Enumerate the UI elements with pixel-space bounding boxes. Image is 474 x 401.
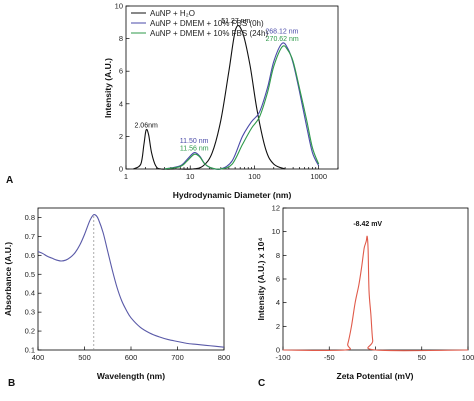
panel-c-xlabel: Zeta Potential (mV) — [337, 371, 414, 381]
panel-a-xlabel: Hydrodynamic Diameter (nm) — [173, 190, 292, 200]
panel-a-xtick-label: 100 — [248, 172, 261, 181]
panel-a-ytick-label: 4 — [119, 99, 123, 108]
panel-c-plot-area — [282, 207, 469, 351]
panel-b-ytick-label: 0.5 — [25, 270, 35, 279]
panel-a-annotation-1: 51.27 nm — [221, 18, 250, 25]
panel-c-xtick-label: 0 — [373, 353, 377, 362]
panel-a-ylabel: Intensity (A.U.) — [103, 58, 113, 118]
panel-b-xtick-label: 600 — [125, 353, 138, 362]
panel-a-xtick-label: 1000 — [310, 172, 327, 181]
panel-c-ytick-label: 12 — [272, 204, 280, 213]
panel-b-ytick-label: 0.1 — [25, 346, 35, 355]
legend-label-h2o: AuNP + H₂O — [150, 9, 195, 18]
panel-c: -100 -50 0 50 100 0 2 4 6 8 10 12 -8.42 mV Zeta Pot… — [256, 204, 474, 390]
panel-b-ytick-label: 0.3 — [25, 308, 35, 317]
panel-a-legend: AuNP + H₂O AuNP + DMEM + 10% FBS (0h) Au… — [131, 9, 268, 38]
panel-c-annotation-0: -8.42 mV — [353, 221, 382, 228]
panel-c-xtick-label: 50 — [418, 353, 426, 362]
panel-c-ytick-label: 0 — [276, 346, 280, 355]
panel-a-annotation-5: 270.62 nm — [266, 36, 299, 43]
panel-a-annotation-2: 11.50 nm — [180, 138, 209, 145]
panel-b-ylabel: Absorbance (A.U.) — [3, 242, 13, 316]
panel-b-xtick-label: 500 — [78, 353, 91, 362]
panel-b-xtick-label: 700 — [171, 353, 184, 362]
panel-b-ytick-label: 0.7 — [25, 232, 35, 241]
legend-label-dmem-24h: AuNP + DMEM + 10% FBS (24h) — [150, 29, 268, 38]
panel-b-letter: B — [8, 378, 15, 389]
panel-b-plot-area — [37, 207, 225, 351]
panel-a-ytick-label: 8 — [119, 34, 123, 43]
panel-b-xlabel: Wavelength (nm) — [97, 371, 165, 381]
panel-b-xtick-label: 400 — [32, 353, 45, 362]
panel-a-xtick-label: 10 — [186, 172, 194, 181]
panel-c-ytick-label: 4 — [276, 298, 280, 307]
panel-a-annotation-3: 11.56 nm — [180, 145, 209, 152]
panel-b-ytick-label: 0.4 — [25, 289, 35, 298]
panel-a-ytick-label: 10 — [115, 2, 123, 11]
panel-b-series-line-0 — [37, 213, 225, 348]
legend-label-dmem-0h: AuNP + DMEM + 10% FBS (0h) — [150, 19, 264, 28]
panel-c-xtick-label: -50 — [324, 353, 335, 362]
panel-a-xtick-label: 1 — [124, 172, 128, 181]
panel-a-ytick-label: 0 — [119, 165, 123, 174]
panel-a-series-line-0 — [133, 24, 286, 170]
panel-a-series-line-1 — [164, 42, 320, 171]
panel-a-series-line-2 — [164, 45, 320, 170]
panel-c-ytick-label: 10 — [272, 227, 280, 236]
panel-c-letter: C — [258, 378, 265, 389]
panel-c-ytick-label: 2 — [276, 322, 280, 331]
panel-a-letter: A — [6, 175, 13, 186]
panel-c-xtick-label: -100 — [275, 353, 290, 362]
panel-b: 400 500 600 700 8000.10.20.30.40.50.60.70.8 … — [3, 207, 231, 389]
panel-b-xtick-label: 800 — [218, 353, 231, 362]
panel-b-ytick-label: 0.8 — [25, 213, 35, 222]
panel-b-ytick-label: 0.2 — [25, 327, 35, 336]
panel-c-ytick-label: 6 — [276, 275, 280, 284]
panel-c-xtick-label: 100 — [462, 353, 474, 362]
panel-c-ylabel: Intensity (A.U.) x 10⁴ — [256, 237, 266, 320]
panel-a-annotation-0: 2.06nm — [134, 122, 158, 129]
panel-a-plot-area — [125, 5, 339, 170]
panel-a: 1 10 100 1000 0 2 4 6 8 10 2.06nm 51.27 nm 11.50 nm… — [6, 2, 339, 200]
panel-a-ytick-label: 6 — [119, 67, 123, 76]
panel-a-ytick-label: 2 — [119, 132, 123, 141]
panel-c-ytick-label: 8 — [276, 251, 280, 260]
panel-c-series-line-0 — [282, 235, 469, 352]
panel-a-annotation-4: 268.12 nm — [265, 29, 298, 36]
panel-b-ytick-label: 0.6 — [25, 251, 35, 260]
